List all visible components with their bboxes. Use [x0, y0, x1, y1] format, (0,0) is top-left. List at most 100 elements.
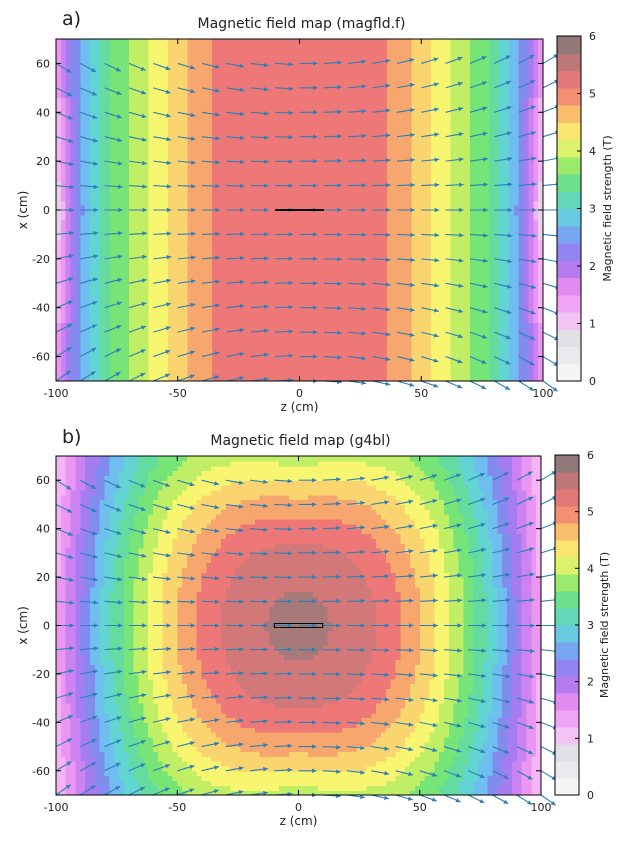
heatmap-cell	[139, 215, 144, 220]
heatmap-cell	[114, 195, 119, 200]
heatmap-cell	[149, 132, 154, 137]
heatmap-cell	[110, 264, 115, 269]
heatmap-cell	[56, 215, 61, 220]
heatmap-cell	[217, 78, 222, 83]
heatmap-cell	[95, 371, 100, 376]
heatmap-cell	[192, 151, 197, 156]
heatmap-cell	[178, 269, 183, 274]
heatmap-cell	[75, 347, 80, 352]
heatmap-cell	[158, 44, 163, 49]
heatmap-cell	[100, 234, 105, 239]
heatmap-cell	[168, 93, 173, 98]
heatmap-cell	[75, 117, 80, 122]
heatmap-cell	[231, 342, 236, 347]
heatmap-cell	[71, 181, 76, 186]
heatmap-cell	[134, 357, 139, 362]
heatmap-cell	[71, 122, 76, 127]
heatmap-cell	[100, 166, 105, 171]
heatmap-cell	[178, 298, 183, 303]
heatmap-cell	[153, 166, 158, 171]
heatmap-cell	[110, 181, 115, 186]
heatmap-cell	[71, 357, 76, 362]
heatmap-cell	[153, 44, 158, 49]
heatmap-cell	[207, 264, 212, 269]
heatmap-cell	[187, 283, 192, 288]
heatmap-cell	[212, 190, 217, 195]
heatmap-cell	[168, 132, 173, 137]
heatmap-cell	[192, 293, 197, 298]
heatmap-cell	[153, 283, 158, 288]
heatmap-cell	[90, 103, 95, 108]
heatmap-cell	[192, 59, 197, 64]
heatmap-cell	[197, 352, 202, 357]
heatmap-cell	[61, 103, 66, 108]
heatmap-cell	[75, 171, 80, 176]
heatmap-cell	[124, 59, 129, 64]
heatmap-cell	[75, 366, 80, 371]
heatmap-cell	[178, 342, 183, 347]
heatmap-cell	[90, 327, 95, 332]
heatmap-cell	[197, 88, 202, 93]
heatmap-cell	[183, 366, 188, 371]
heatmap-cell	[149, 137, 154, 142]
heatmap-cell	[129, 288, 134, 293]
heatmap-cell	[178, 127, 183, 132]
heatmap-cell	[85, 337, 90, 342]
heatmap-cell	[226, 200, 231, 205]
heatmap-cell	[197, 313, 202, 318]
heatmap-cell	[75, 332, 80, 337]
heatmap-cell	[212, 259, 217, 264]
heatmap-cell	[178, 186, 183, 191]
heatmap-cell	[149, 151, 154, 156]
heatmap-cell	[144, 308, 149, 313]
heatmap-cell	[183, 347, 188, 352]
heatmap-cell	[114, 225, 119, 230]
heatmap-cell	[222, 146, 227, 151]
heatmap-cell	[168, 332, 173, 337]
heatmap-cell	[217, 239, 222, 244]
heatmap-cell	[85, 200, 90, 205]
heatmap-cell	[149, 161, 154, 166]
heatmap-cell	[183, 39, 188, 44]
heatmap-cell	[71, 215, 76, 220]
heatmap-cell	[197, 59, 202, 64]
heatmap-cell	[173, 151, 178, 156]
heatmap-cell	[197, 68, 202, 73]
heatmap-cell	[207, 142, 212, 147]
heatmap-cell	[158, 78, 163, 83]
heatmap-cell	[105, 215, 110, 220]
heatmap-cell	[178, 49, 183, 54]
heatmap-cell	[124, 132, 129, 137]
heatmap-cell	[119, 322, 124, 327]
heatmap-cell	[217, 83, 222, 88]
heatmap-cell	[183, 68, 188, 73]
heatmap-cell	[231, 244, 236, 249]
heatmap-cell	[149, 93, 154, 98]
heatmap-cell	[178, 313, 183, 318]
heatmap-cell	[178, 322, 183, 327]
heatmap-cell	[56, 264, 61, 269]
heatmap-cell	[202, 54, 207, 59]
heatmap-cell	[71, 293, 76, 298]
heatmap-cell	[129, 49, 134, 54]
heatmap-cell	[114, 190, 119, 195]
heatmap-cell	[114, 166, 119, 171]
heatmap-cell	[153, 39, 158, 44]
heatmap-cell	[222, 151, 227, 156]
heatmap-cell	[173, 225, 178, 230]
heatmap-cell	[66, 190, 71, 195]
heatmap-cell	[222, 293, 227, 298]
heatmap-cell	[212, 264, 217, 269]
heatmap-cell	[149, 63, 154, 68]
heatmap-cell	[149, 103, 154, 108]
heatmap-cell	[56, 342, 61, 347]
heatmap-cell	[71, 78, 76, 83]
heatmap-cell	[202, 142, 207, 147]
heatmap-cell	[168, 298, 173, 303]
heatmap-cell	[90, 225, 95, 230]
heatmap-cell	[56, 39, 61, 44]
heatmap-cell	[85, 357, 90, 362]
heatmap-cell	[217, 54, 222, 59]
heatmap-cell	[183, 49, 188, 54]
heatmap-cell	[149, 366, 154, 371]
